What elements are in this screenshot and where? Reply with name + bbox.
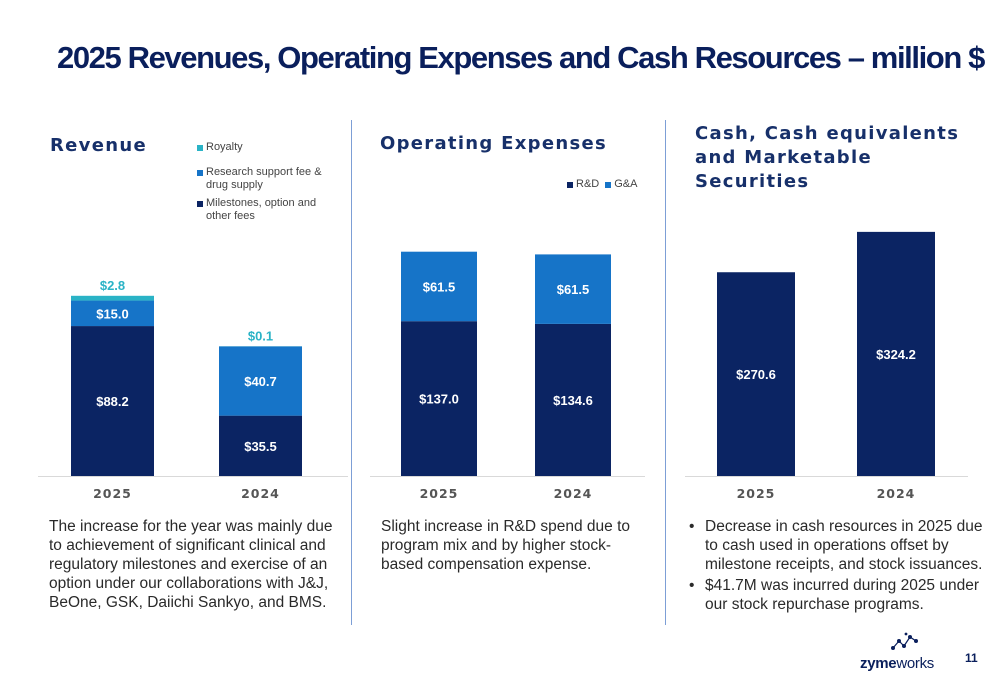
zymeworks-logo-icon bbox=[891, 632, 918, 650]
cash-title-line-3: Securities bbox=[695, 171, 810, 192]
page-number: 11 bbox=[965, 651, 978, 665]
cash-title-line-1: Cash, Cash equivalents bbox=[695, 123, 960, 144]
bar-value-label: $88.2 bbox=[96, 394, 129, 409]
bar-segment bbox=[401, 321, 477, 476]
cash-bullet: Decrease in cash resources in 2025 due t… bbox=[683, 517, 983, 574]
page-title: 2025 Revenues, Operating Expenses and Ca… bbox=[57, 40, 985, 75]
cash-title-line-2: and Marketable bbox=[695, 147, 872, 168]
bar-value-label: $61.5 bbox=[557, 282, 590, 297]
legend-label: Research support fee & drug supply bbox=[206, 166, 322, 191]
bar-segment bbox=[71, 295, 154, 301]
revenue-title: Revenue bbox=[50, 135, 147, 156]
category-tick-label: 2024 bbox=[877, 486, 916, 501]
bar-value-label: $0.1 bbox=[248, 328, 273, 343]
bar-value-label: $35.5 bbox=[244, 439, 277, 454]
bar-value-label: $2.8 bbox=[100, 278, 125, 293]
bar-value-label: $270.6 bbox=[736, 367, 776, 382]
zymeworks-logo: zymeworks bbox=[860, 632, 950, 672]
legend-label: R&D bbox=[576, 178, 600, 190]
bar-segment bbox=[535, 254, 611, 324]
bar-segment bbox=[219, 346, 302, 416]
legend-label: Royalty bbox=[206, 141, 243, 153]
legend-item-milestones: Milestones, option and other fees bbox=[197, 197, 337, 223]
cash-note: Decrease in cash resources in 2025 due t… bbox=[683, 517, 983, 616]
bar-segment bbox=[71, 300, 154, 327]
legend-swatch bbox=[197, 201, 203, 207]
bar-segment bbox=[401, 251, 477, 322]
category-tick-label: 2025 bbox=[93, 486, 132, 501]
bar-value-label: $137.0 bbox=[419, 392, 459, 407]
bar-value-label: $61.5 bbox=[423, 279, 456, 294]
category-tick-label: 2024 bbox=[554, 486, 593, 501]
bar-value-label: $324.2 bbox=[876, 347, 916, 362]
logo-text: zymeworks bbox=[860, 655, 934, 672]
legend-swatch bbox=[197, 145, 203, 151]
bar-segment bbox=[717, 272, 795, 476]
panel-divider-1 bbox=[351, 120, 352, 625]
legend-item-rd: R&D bbox=[567, 178, 599, 191]
legend-label: G&A bbox=[614, 178, 638, 190]
legend-item-royalty: Royalty bbox=[197, 141, 337, 154]
revenue-note: The increase for the year was mainly due… bbox=[49, 518, 333, 611]
bar-value-label: $15.0 bbox=[96, 306, 129, 321]
panel-divider-2 bbox=[665, 120, 666, 625]
bar-segment bbox=[219, 415, 302, 476]
opex-note: Slight increase in R&D spend due to prog… bbox=[381, 518, 631, 573]
legend-swatch bbox=[567, 182, 573, 188]
bar-value-label: $40.7 bbox=[244, 374, 277, 389]
legend-item-research-support: Research support fee & drug supply bbox=[197, 166, 337, 192]
bar-segment bbox=[535, 323, 611, 476]
legend-item-ga: G&A bbox=[605, 178, 637, 191]
opex-title: Operating Expenses bbox=[380, 133, 608, 154]
bar-segment bbox=[71, 326, 154, 476]
opex-legend: R&D G&A bbox=[567, 178, 637, 191]
category-tick-label: 2025 bbox=[737, 486, 776, 501]
cash-title: Cash, Cash equivalents and Marketable Se… bbox=[695, 122, 959, 194]
category-tick-label: 2025 bbox=[420, 486, 459, 501]
legend-swatch bbox=[605, 182, 612, 188]
bar-value-label: $134.6 bbox=[553, 393, 593, 408]
legend-label: Milestones, option and other fees bbox=[206, 197, 317, 222]
cash-bullet: $41.7M was incurred during 2025 under ou… bbox=[683, 576, 983, 614]
category-tick-label: 2024 bbox=[241, 486, 280, 501]
legend-swatch bbox=[197, 170, 203, 176]
bar-segment bbox=[857, 231, 935, 476]
revenue-legend: Royalty Research support fee & drug supp… bbox=[197, 141, 337, 228]
